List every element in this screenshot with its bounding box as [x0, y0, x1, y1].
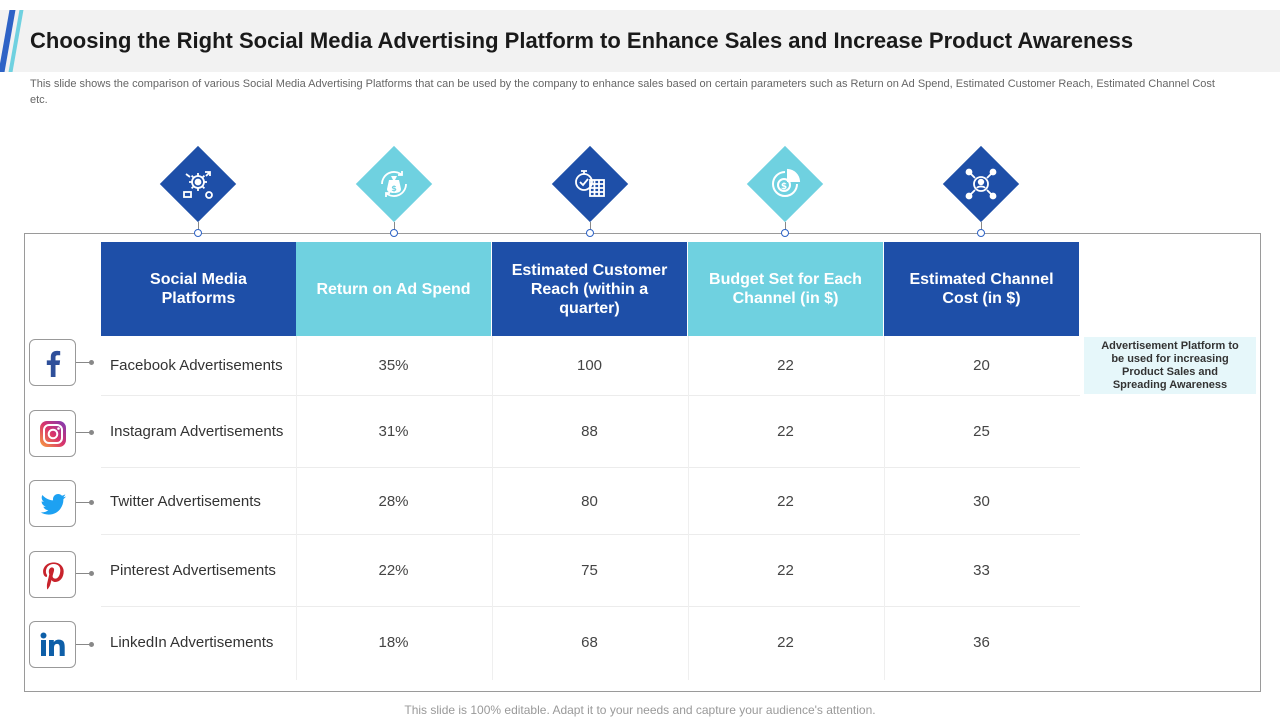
- cell-budget: 22: [777, 493, 794, 510]
- svg-text:$: $: [781, 182, 787, 192]
- icon-connector: [76, 573, 92, 574]
- row-divider: [101, 395, 1080, 396]
- footer-note: This slide is 100% editable. Adapt it to…: [404, 703, 876, 717]
- column-header-return-on-ad-spend: Return on Ad Spend: [296, 242, 491, 336]
- connector-line: [198, 222, 199, 230]
- cell-channel-cost: 25: [973, 423, 990, 440]
- icon-connector: [76, 432, 92, 433]
- column-header-platforms: Social Media Platforms: [101, 242, 296, 336]
- column-divider: [296, 336, 297, 680]
- column-divider: [492, 336, 493, 680]
- cell-customer-reach: 68: [581, 634, 598, 651]
- recommendation-note: Advertisement Platform to be used for in…: [1084, 337, 1256, 394]
- cell-return-on-ad-spend: 22%: [378, 562, 409, 579]
- platform-name: Facebook Advertisements: [110, 357, 283, 374]
- row-divider: [101, 606, 1080, 607]
- cell-channel-cost: 20: [973, 357, 990, 374]
- connector-dot: [977, 229, 985, 237]
- column-header-channel-cost: Estimated Channel Cost (in $): [884, 242, 1079, 336]
- connector-line: [394, 222, 395, 230]
- platform-name: Instagram Advertisements: [110, 423, 284, 440]
- cell-return-on-ad-spend: 18%: [378, 634, 409, 651]
- icon-connector: [76, 362, 92, 363]
- cell-customer-reach: 80: [581, 493, 598, 510]
- connector-line: [981, 222, 982, 230]
- cell-customer-reach: 75: [581, 562, 598, 579]
- column-divider: [688, 336, 689, 680]
- icon-connector-dot: [89, 360, 94, 365]
- svg-text:$: $: [391, 184, 397, 193]
- pinterest-icon: [29, 551, 76, 598]
- table-frame: [24, 233, 1261, 692]
- linkedin-icon: [29, 621, 76, 668]
- column-divider: [884, 336, 885, 680]
- cell-customer-reach: 100: [576, 357, 603, 374]
- cell-channel-cost: 30: [973, 493, 990, 510]
- stopwatch-calendar-icon: [568, 162, 612, 206]
- icon-connector-dot: [89, 430, 94, 435]
- column-header-customer-reach: Estimated Customer Reach (within a quart…: [492, 242, 687, 336]
- connector-dot: [781, 229, 789, 237]
- platform-name: Twitter Advertisements: [110, 493, 261, 510]
- row-divider: [101, 534, 1080, 535]
- page-title: Choosing the Right Social Media Advertis…: [30, 28, 1134, 53]
- instagram-icon: [29, 410, 76, 457]
- row-divider: [101, 467, 1080, 468]
- dollar-pie-chart-icon: $: [763, 162, 807, 206]
- icon-connector-dot: [89, 500, 94, 505]
- cell-return-on-ad-spend: 35%: [378, 357, 409, 374]
- cell-budget: 22: [777, 562, 794, 579]
- twitter-icon: [29, 480, 76, 527]
- connector-dot: [390, 229, 398, 237]
- connector-line: [785, 222, 786, 230]
- connector-dot: [194, 229, 202, 237]
- cell-return-on-ad-spend: 28%: [378, 493, 409, 510]
- cell-channel-cost: 36: [973, 634, 990, 651]
- cell-budget: 22: [777, 634, 794, 651]
- cell-channel-cost: 33: [973, 562, 990, 579]
- icon-connector-dot: [89, 642, 94, 647]
- platform-name: Pinterest Advertisements: [110, 562, 276, 579]
- strategy-gears-icon: [176, 162, 220, 206]
- cell-return-on-ad-spend: 31%: [378, 423, 409, 440]
- cell-budget: 22: [777, 357, 794, 374]
- title-bar: [0, 10, 1280, 72]
- money-bag-cycle-icon: $: [372, 162, 416, 206]
- icon-connector-dot: [89, 571, 94, 576]
- icon-connector: [76, 502, 92, 503]
- user-network-icon: [959, 162, 1003, 206]
- platform-name: LinkedIn Advertisements: [110, 634, 274, 651]
- connector-line: [590, 222, 591, 230]
- facebook-icon: [29, 339, 76, 386]
- connector-dot: [586, 229, 594, 237]
- icon-connector: [76, 644, 92, 645]
- slide-description: This slide shows the comparison of vario…: [30, 78, 1215, 106]
- column-header-budget: Budget Set for Each Channel (in $): [688, 242, 883, 336]
- cell-budget: 22: [777, 423, 794, 440]
- cell-customer-reach: 88: [581, 423, 598, 440]
